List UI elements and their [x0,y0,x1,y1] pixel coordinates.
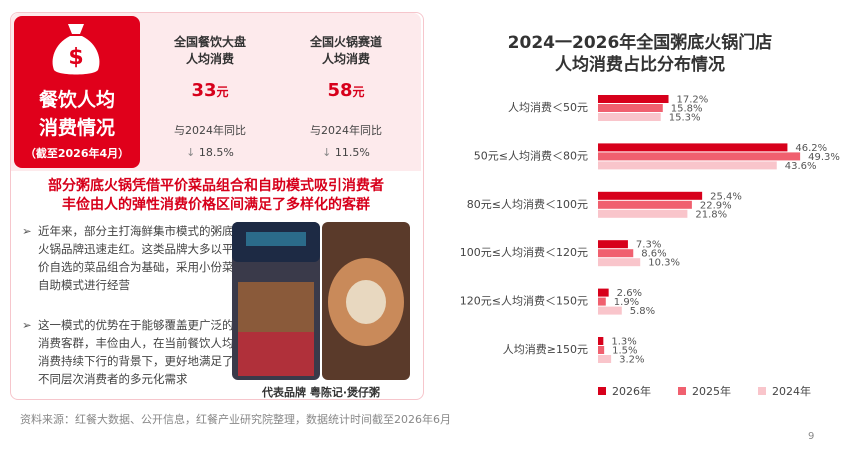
value-label: 1.3% [611,337,636,348]
down-arrow-icon: ↓ [186,146,199,159]
headline: 部分粥底火锅凭借平价菜品组合和自助模式吸引消费者 丰俭由人的弹性消费价格区间满足… [11,177,421,215]
stat-change: 11.5% [334,146,370,159]
category-label: 人均消费≥150元 [503,342,588,356]
bar [598,249,634,258]
bar [598,258,641,267]
bar [598,288,609,297]
value-label: 46.2% [795,143,827,154]
bar [598,113,661,121]
value-label: 1.5% [612,346,637,357]
stat-unit: 元 [216,85,229,99]
stat-label: 全国火锅赛道 [309,35,382,49]
left-panel [10,12,424,400]
highlight-title-line: 消费情况 [38,117,115,139]
value-label: 43.6% [785,161,817,172]
legend-label: 2026年 [612,384,651,398]
stat-label: 人均消费 [185,52,234,66]
legend-swatch [678,387,686,395]
value-label: 15.8% [671,104,703,115]
money-bag-icon: $ [52,24,100,75]
bar [598,306,622,315]
category-label: 100元≤人均消费＜120元 [460,245,588,259]
category-label: 80元≤人均消费＜100元 [467,197,588,211]
highlight-note: （截至2026年4月） [24,147,130,160]
value-label: 17.2% [677,95,709,106]
bar [598,337,604,345]
value-label: 21.8% [695,209,727,220]
value-label: 8.6% [641,249,666,260]
down-arrow-icon: ↓ [322,146,335,159]
value-label: 49.3% [808,152,840,163]
category-label: 人均消费＜50元 [508,100,588,114]
value-label: 7.3% [636,240,661,251]
bar [598,355,612,363]
bar [598,152,801,161]
bar [598,297,606,306]
stat-value-wrap: 58元 [281,80,411,101]
bar [598,143,788,152]
value-label: 25.4% [710,191,742,202]
value-label: 2.6% [617,288,642,299]
value-label: 22.9% [700,200,732,211]
stat-label: 人均消费 [321,52,370,66]
chart-title: 2024一2026年全国粥底火锅门店 [508,32,773,53]
highlight-title: 餐饮人均 消费情况 [14,86,140,142]
legend-label: 2025年 [692,384,731,398]
source-note: 资料来源：红餐大数据、公开信息，红餐产业研究院整理，数据统计时间截至2026年6… [20,413,451,426]
category-label: 120元≤人均消费＜150元 [460,294,588,308]
stat-value: 33 [191,80,217,101]
bar [598,95,669,103]
legend-swatch [598,387,606,395]
photo-caption: 代表品牌 粤陈记·煲仔粥 [261,386,380,399]
bar [598,191,703,200]
bullet: 近年来，部分主打海鲜集市模式的粥底火锅品牌迅速走红。这类品牌大多以平价自选的菜品… [22,222,238,294]
stat-value-wrap: 33元 [145,80,275,101]
category-label: 50元≤人均消费＜80元 [474,148,588,162]
stat-change: 18.5% [198,146,234,159]
value-label: 5.8% [630,306,655,317]
value-label: 15.3% [669,113,701,124]
bar [598,240,628,249]
photos [232,222,410,380]
svg-text:$: $ [68,45,83,70]
bar [598,161,777,170]
stat-label: 全国餐饮大盘 [173,35,246,49]
headline-line: 丰俭由人的弹性消费价格区间满足了多样化的客群 [62,197,370,213]
chart-title: 人均消费占比分布情况 [555,54,725,75]
legend-swatch [758,387,766,395]
stat-change-wrap: ↓ 11.5% [281,146,411,159]
highlight-title-line: 餐饮人均 [38,89,115,111]
value-label: 3.2% [619,355,644,366]
bullet: 这一模式的优势在于能够覆盖更广泛的消费客群，丰俭由人，在当前餐饮人均消费持续下行… [22,316,238,388]
stat-compare: 与2024年同比 [310,124,382,137]
page-number: 9 [808,431,815,442]
stat-unit: 元 [352,85,365,99]
bar [598,346,605,354]
stat-compare: 与2024年同比 [174,124,246,137]
headline-line: 部分粥底火锅凭借平价菜品组合和自助模式吸引消费者 [48,178,384,194]
stat-change-wrap: ↓ 18.5% [145,146,275,159]
bar [598,104,663,112]
value-label: 10.3% [648,258,680,269]
bar [598,209,688,218]
value-label: 1.9% [614,297,639,308]
bar [598,200,692,209]
stat-value: 58 [327,80,353,101]
legend-label: 2024年 [772,384,811,398]
